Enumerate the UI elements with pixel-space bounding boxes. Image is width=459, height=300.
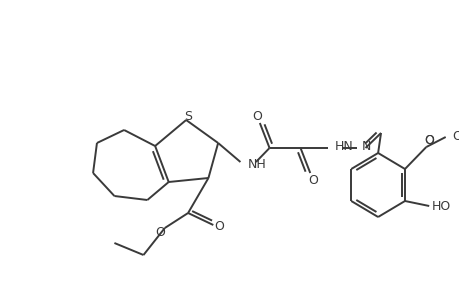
Text: O: O bbox=[451, 130, 459, 143]
Text: S: S bbox=[184, 110, 192, 124]
Text: O: O bbox=[423, 134, 433, 146]
Text: HO: HO bbox=[431, 200, 450, 212]
Text: NH: NH bbox=[248, 158, 266, 170]
Text: N: N bbox=[361, 140, 370, 152]
Text: O: O bbox=[308, 173, 318, 187]
Text: O: O bbox=[214, 220, 224, 233]
Text: O: O bbox=[252, 110, 261, 122]
Text: HN: HN bbox=[334, 140, 353, 152]
Text: O: O bbox=[423, 134, 433, 146]
Text: O: O bbox=[155, 226, 165, 238]
